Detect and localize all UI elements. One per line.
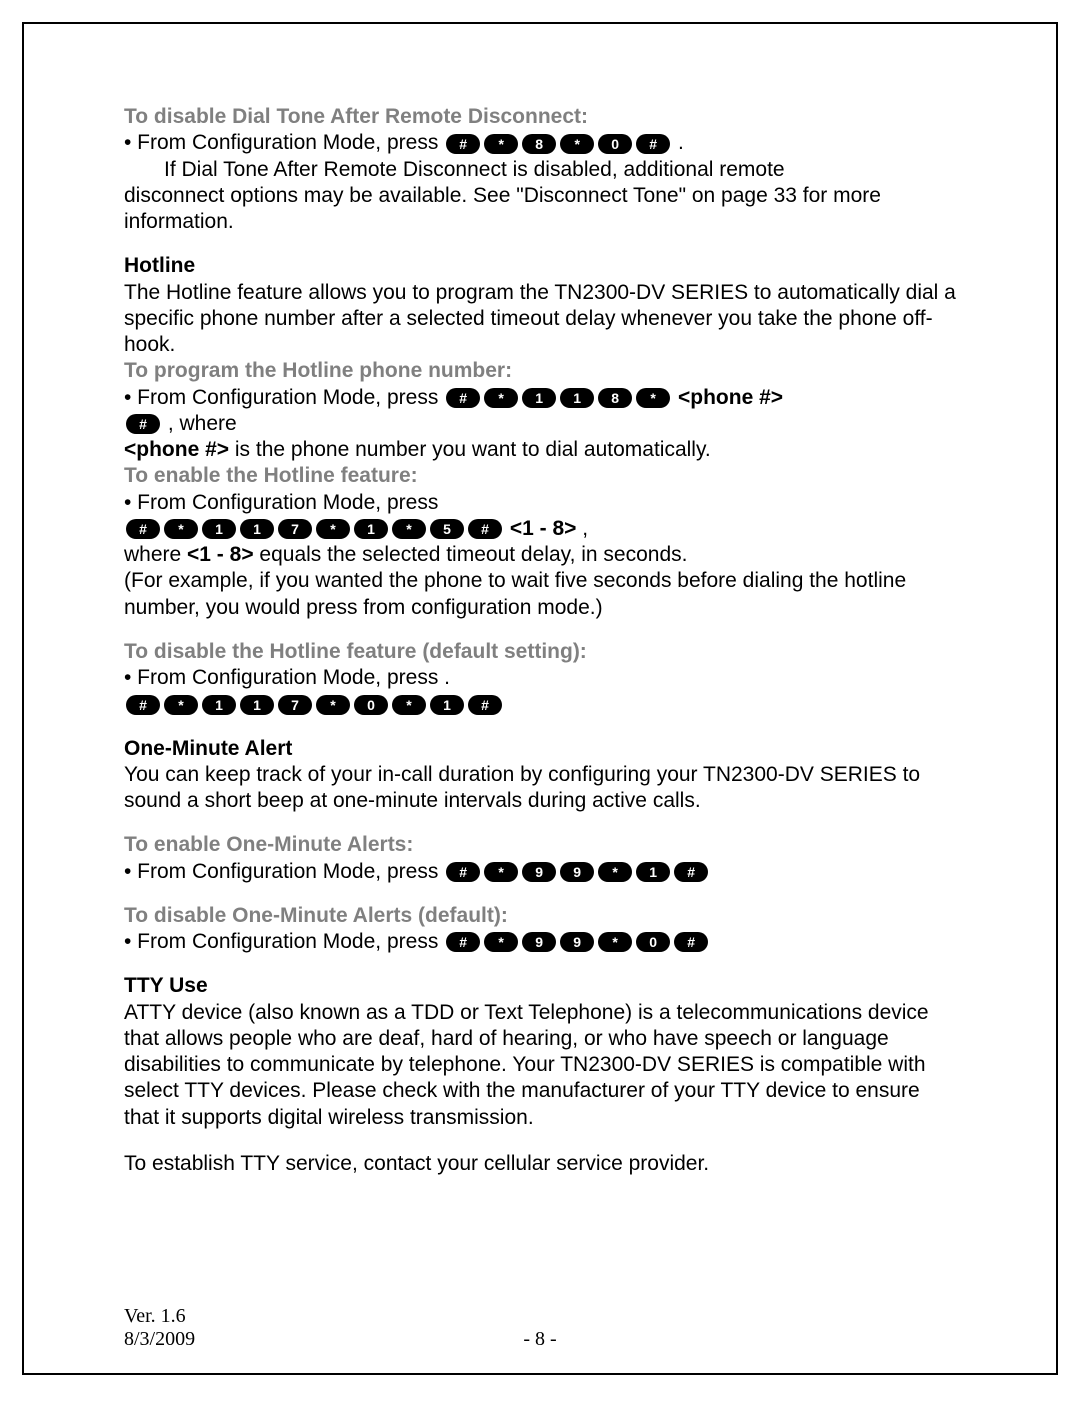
phone-key-icon: * <box>392 695 426 715</box>
phone-key-icon: # <box>468 695 502 715</box>
indent-text: If Dial Tone After Remote Disconnect is … <box>164 158 785 181</box>
page-content: To disable Dial Tone After Remote Discon… <box>124 104 956 1177</box>
tty-p2: To establish TTY service, contact your c… <box>124 1152 709 1175</box>
heading-hotline: Hotline <box>124 254 195 277</box>
phone-key-icon: * <box>316 695 350 715</box>
alert-desc: You can keep track of your in-call durat… <box>124 763 920 812</box>
phone-key-icon: # <box>674 862 708 882</box>
section-tty: TTY Use ATTY device (also known as a TDD… <box>124 973 956 1177</box>
continuation-text: disconnect options may be available. See… <box>124 184 881 233</box>
phone-key-icon: 9 <box>522 862 556 882</box>
phone-key-icon: 1 <box>430 695 464 715</box>
heading-disable-dial-tone: To disable Dial Tone After Remote Discon… <box>124 105 588 128</box>
sub-heading-enable-alert: To enable One-Minute Alerts: <box>124 833 413 856</box>
phone-key-icon: * <box>316 519 350 539</box>
phone-key-icon: * <box>560 134 594 154</box>
section-hotline: Hotline The Hotline feature allows you t… <box>124 253 956 717</box>
example-text: (For example, if you wanted the phone to… <box>124 569 906 618</box>
phone-key-icon: 7 <box>278 519 312 539</box>
phone-key-icon: * <box>484 134 518 154</box>
bullet-text: • From Configuration Mode, press <box>124 386 444 409</box>
phone-key-icon: 1 <box>240 519 274 539</box>
phone-key-icon: * <box>598 932 632 952</box>
phone-key-icon: 8 <box>598 388 632 408</box>
sub-heading-enable: To enable the Hotline feature: <box>124 464 418 487</box>
phone-key-icon: * <box>164 519 198 539</box>
phone-key-icon: 8 <box>522 134 556 154</box>
sub-heading-disable-alert: To disable One-Minute Alerts (default): <box>124 904 508 927</box>
phone-key-icon: # <box>446 134 480 154</box>
key-sequence: #*118* <box>444 386 672 409</box>
phone-key-icon: 1 <box>202 695 236 715</box>
section-one-minute-alert: One-Minute Alert You can keep track of y… <box>124 736 956 956</box>
range-var: <1 - 8> <box>187 543 254 566</box>
comma: , <box>576 517 588 540</box>
phone-key-icon: * <box>484 862 518 882</box>
phone-key-icon: * <box>164 695 198 715</box>
phone-key-icon: 9 <box>560 862 594 882</box>
key-sequence: # <box>124 412 162 435</box>
phone-key-icon: 9 <box>560 932 594 952</box>
phone-key-icon: 5 <box>430 519 464 539</box>
where-cont: equals the selected timeout delay, in se… <box>254 543 688 566</box>
range-var: <1 - 8> <box>510 517 577 540</box>
heading-tty: TTY Use <box>124 974 208 997</box>
phone-key-icon: * <box>484 388 518 408</box>
bullet-text: • From Configuration Mode, press <box>124 131 438 154</box>
phone-key-icon: # <box>468 519 502 539</box>
phone-key-icon: # <box>446 932 480 952</box>
key-sequence: #*99*1# <box>444 860 710 883</box>
sub-heading-program: To program the Hotline phone number: <box>124 359 512 382</box>
phone-var: <phone #> <box>678 386 783 409</box>
tty-p1: ATTY device (also known as a TDD or Text… <box>124 1001 929 1129</box>
phone-key-icon: 0 <box>354 695 388 715</box>
phone-key-icon: # <box>636 134 670 154</box>
phone-key-icon: # <box>446 862 480 882</box>
section-disable-dial-tone: To disable Dial Tone After Remote Discon… <box>124 104 956 235</box>
phone-key-icon: * <box>636 388 670 408</box>
bullet-text: • From Configuration Mode, press <box>124 491 438 514</box>
phone-key-icon: 1 <box>560 388 594 408</box>
where-text: , where <box>168 412 237 435</box>
period: . <box>678 131 684 154</box>
phone-key-icon: 0 <box>636 932 670 952</box>
footer-version: Ver. 1.6 <box>124 1305 956 1328</box>
key-sequence: #*117*0*1# <box>124 692 504 715</box>
footer-page-number: - 8 - <box>124 1328 956 1351</box>
bullet-text: • From Configuration Mode, press <box>124 930 444 953</box>
manual-page: To disable Dial Tone After Remote Discon… <box>22 22 1058 1375</box>
phone-var-label: <phone #> <box>124 438 229 461</box>
hotline-desc: The Hotline feature allows you to progra… <box>124 281 956 357</box>
phone-key-icon: 1 <box>202 519 236 539</box>
phone-key-icon: 1 <box>240 695 274 715</box>
phone-key-icon: * <box>598 862 632 882</box>
phone-key-icon: 9 <box>522 932 556 952</box>
phone-key-icon: # <box>674 932 708 952</box>
key-sequence: #*117*1*5# <box>124 517 504 540</box>
phone-key-icon: 7 <box>278 695 312 715</box>
phone-key-icon: * <box>392 519 426 539</box>
where-line: where <box>124 543 187 566</box>
heading-alert: One-Minute Alert <box>124 737 292 760</box>
sub-heading-disable: To disable the Hotline feature (default … <box>124 640 587 663</box>
key-sequence: #*99*0# <box>444 930 710 953</box>
phone-key-icon: 1 <box>522 388 556 408</box>
phone-key-icon: 0 <box>598 134 632 154</box>
phone-key-icon: 1 <box>354 519 388 539</box>
bullet-text: • From Configuration Mode, press . <box>124 666 450 689</box>
phone-key-icon: # <box>126 519 160 539</box>
phone-desc: is the phone number you want to dial aut… <box>229 438 711 461</box>
phone-key-icon: # <box>126 695 160 715</box>
phone-key-icon: # <box>446 388 480 408</box>
bullet-text: • From Configuration Mode, press <box>124 860 444 883</box>
phone-key-icon: 1 <box>636 862 670 882</box>
key-sequence: #*8*0# <box>444 131 672 154</box>
page-footer: Ver. 1.6 8/3/2009 - 8 - <box>124 1305 956 1351</box>
phone-key-icon: # <box>126 414 160 434</box>
phone-key-icon: * <box>484 932 518 952</box>
